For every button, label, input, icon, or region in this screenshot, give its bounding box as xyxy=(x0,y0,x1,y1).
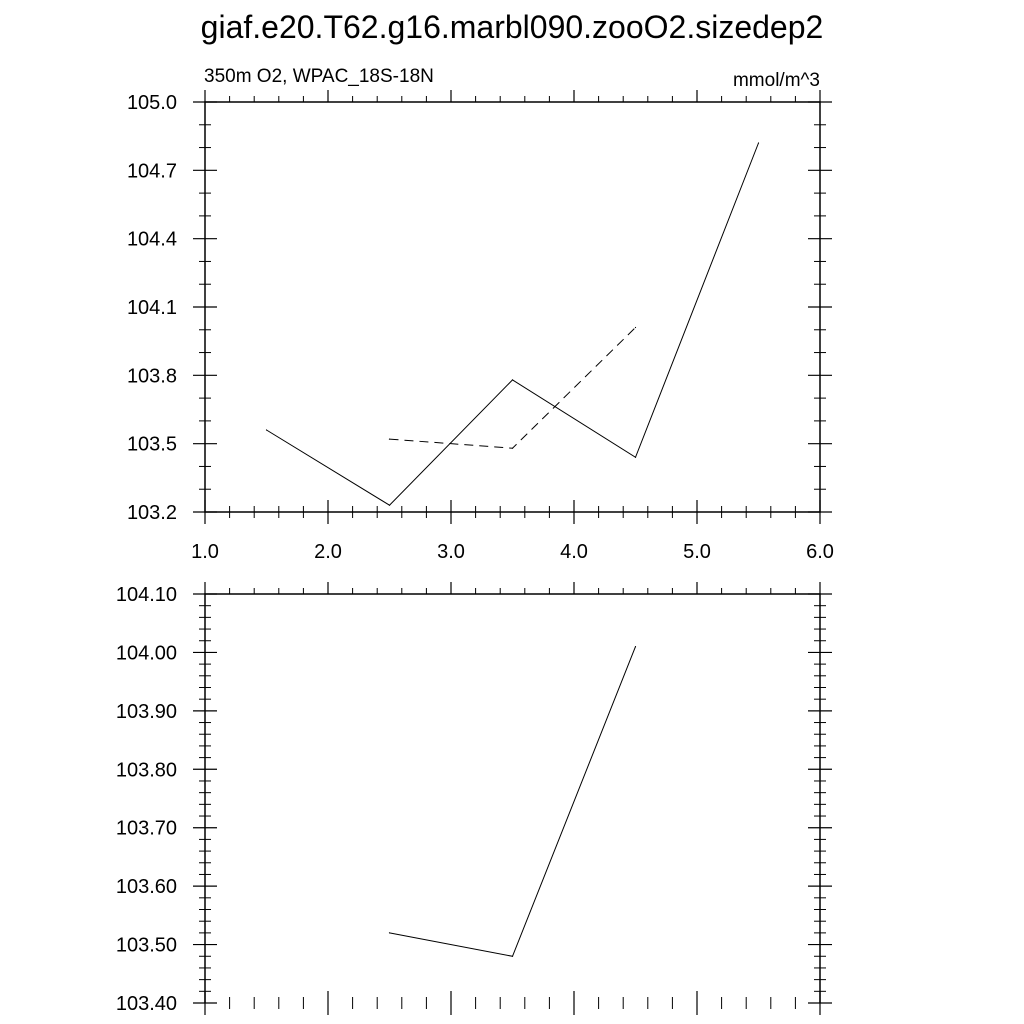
top-x-tick-label: 3.0 xyxy=(437,541,465,563)
top-series-line-1 xyxy=(266,142,759,506)
top-axis-ticks: 1.0 2.0 3.0 4.0 5.0 6.0 103.2 103.5 103.8 104.1 10… xyxy=(127,90,834,563)
top-y-tick-label: 104.1 xyxy=(127,297,177,319)
top-series-1-point xyxy=(511,379,514,381)
top-series-line-2 xyxy=(389,327,636,449)
bottom-y-tick-label: 103.60 xyxy=(116,876,177,898)
bottom-series-line-1 xyxy=(389,646,636,957)
bottom-y-tick-label: 103.40 xyxy=(116,993,177,1015)
top-y-tick-label: 104.7 xyxy=(127,160,177,182)
top-subtitle-right: mmol/m^3 xyxy=(733,70,820,91)
top-series-1-point xyxy=(757,142,760,144)
bottom-y-tick-label: 104.10 xyxy=(116,584,177,606)
bottom-series-1-point xyxy=(388,932,391,934)
bottom-panel: 103.40 103.50 103.60 103.70 103.80 103.90 104.… xyxy=(116,582,832,1015)
top-y-tick-label: 103.2 xyxy=(127,502,177,524)
top-series-1-point xyxy=(388,504,391,506)
bottom-y-tick-label: 103.90 xyxy=(116,701,177,723)
top-x-tick-label: 1.0 xyxy=(191,541,219,563)
top-y-tick-label: 103.8 xyxy=(127,365,177,387)
top-panel: 350m O2, WPAC_18S-18N mmol/m^3 1.0 2.0 3.0… xyxy=(127,66,834,563)
bottom-plot-frame xyxy=(204,593,821,1003)
top-series-1-point xyxy=(634,456,637,458)
top-series-2-point xyxy=(388,438,391,440)
bottom-y-tick-label: 103.80 xyxy=(116,759,177,781)
bottom-y-tick-label: 103.70 xyxy=(116,818,177,840)
top-series-2-point xyxy=(511,447,514,449)
bottom-y-tick-label: 103.50 xyxy=(116,935,177,957)
top-plot-frame xyxy=(204,101,821,513)
bottom-y-tick-label: 104.00 xyxy=(116,642,177,664)
bottom-series-layer xyxy=(388,646,637,957)
chart-title: giaf.e20.T62.g16.marbl090.zooO2.sizedep2 xyxy=(201,9,824,45)
top-x-tick-label: 2.0 xyxy=(314,541,342,563)
bottom-axis-ticks: 103.40 103.50 103.60 103.70 103.80 103.90 104.… xyxy=(116,582,832,1015)
top-y-tick-label: 104.4 xyxy=(127,229,177,251)
top-series-layer xyxy=(265,142,760,506)
top-x-tick-label: 6.0 xyxy=(806,541,834,563)
top-x-tick-label: 5.0 xyxy=(683,541,711,563)
top-series-2-point xyxy=(634,326,637,329)
bottom-series-1-point xyxy=(634,646,637,648)
top-subtitle-left: 350m O2, WPAC_18S-18N xyxy=(204,66,434,87)
top-x-tick-label: 4.0 xyxy=(560,541,588,563)
top-y-tick-label: 105.0 xyxy=(127,92,177,114)
top-series-1-point xyxy=(265,429,268,431)
top-y-tick-label: 103.5 xyxy=(127,434,177,456)
bottom-series-1-point xyxy=(511,955,514,957)
